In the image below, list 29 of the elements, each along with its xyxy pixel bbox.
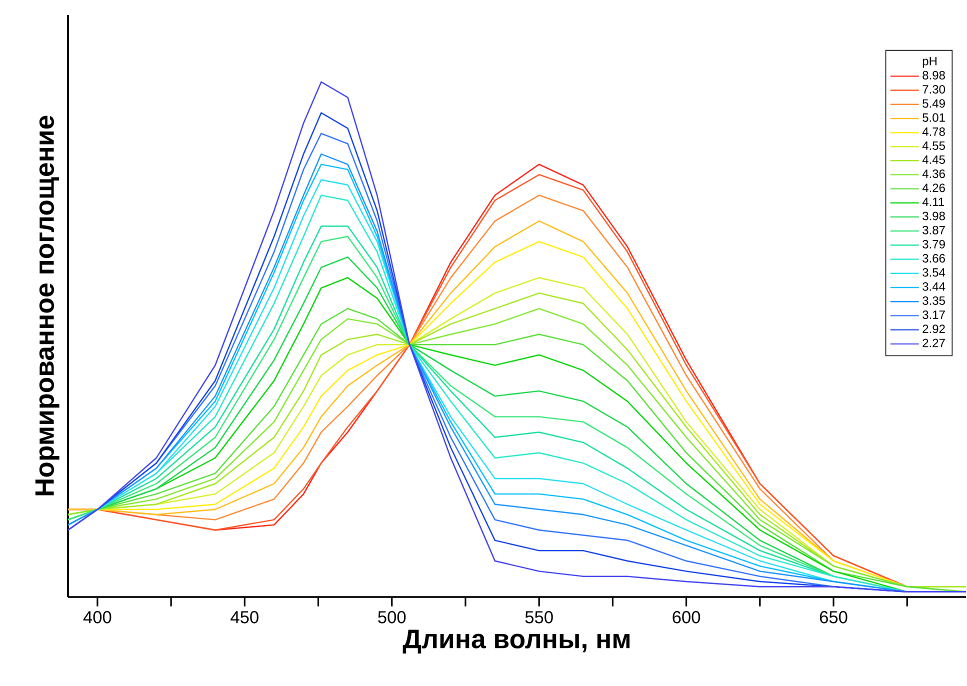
x-tick-label: 500 [378, 611, 406, 624]
legend-label: 3.87 [922, 226, 945, 234]
x-tick-label: 600 [672, 611, 700, 624]
legend-label: 3.66 [922, 254, 945, 263]
legend-label: 8.98 [922, 70, 945, 80]
legend-title: pH [922, 56, 936, 68]
legend-label: 3.79 [922, 240, 945, 248]
legend-label: 7.30 [922, 85, 946, 94]
x-tick-label: 400 [83, 611, 112, 624]
legend-label: 2.92 [922, 324, 945, 334]
legend-label: 3.44 [922, 282, 946, 291]
legend-label: 4.36 [922, 170, 945, 178]
legend-label: 5.01 [922, 113, 945, 122]
legend-label: 3.35 [922, 296, 945, 305]
legend-label: 4.11 [922, 198, 944, 206]
legend-label: 4.45 [922, 156, 945, 164]
legend-label: 4.55 [922, 142, 945, 150]
legend-label: 3.98 [922, 212, 945, 220]
x-tick-label: 550 [525, 611, 553, 624]
legend-label: 2.27 [922, 338, 945, 348]
x-tick-label: 650 [820, 611, 848, 624]
x-tick-label: 450 [230, 611, 258, 624]
legend-label: 5.49 [922, 99, 945, 108]
y-axis-title: Нормированное поглощение [35, 116, 60, 496]
legend-label: 3.17 [922, 310, 945, 320]
legend-label: 4.26 [922, 184, 945, 192]
legend-label: 4.78 [922, 127, 945, 136]
x-axis-title: Длина волны, нм [402, 630, 630, 654]
legend-label: 3.54 [922, 268, 946, 277]
